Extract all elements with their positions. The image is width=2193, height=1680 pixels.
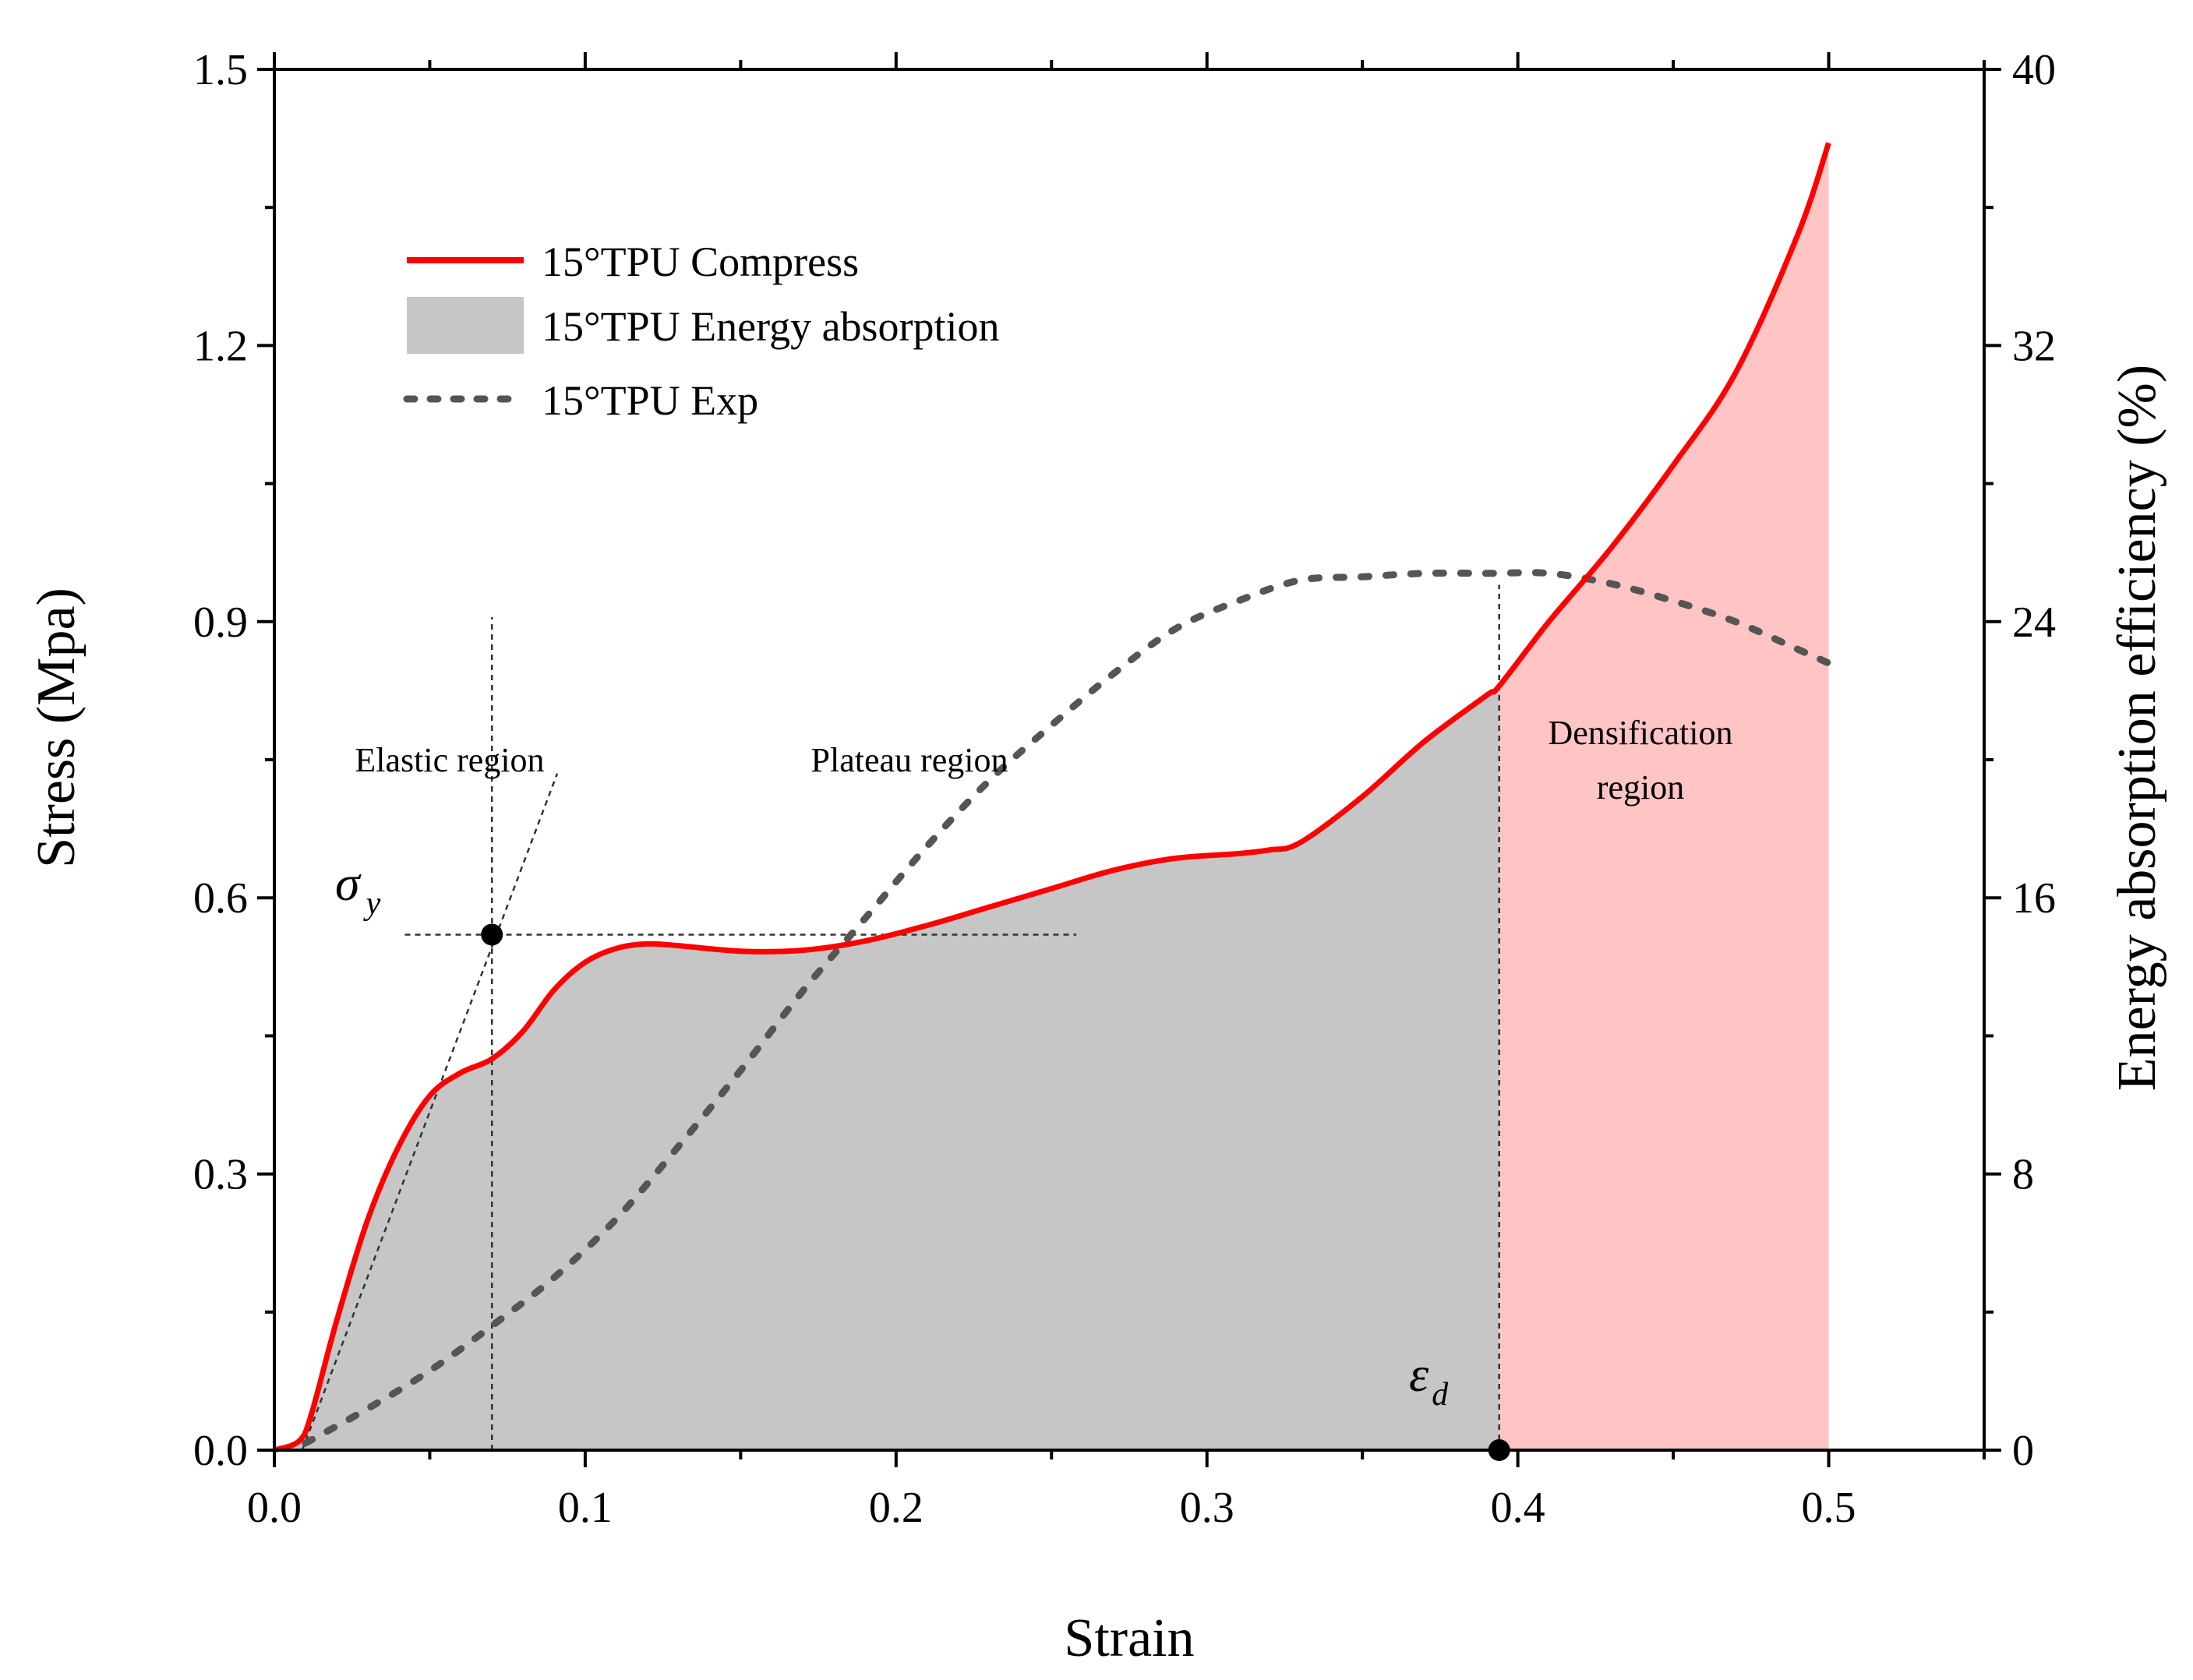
legend-label-energy: 15°TPU Energy absorption bbox=[542, 303, 1000, 350]
legend: 15°TPU Compress 15°TPU Energy absorption… bbox=[403, 238, 1000, 424]
yield-point-marker bbox=[481, 923, 503, 946]
y2-tick-label: 32 bbox=[2012, 322, 2056, 370]
y-tick-label: 1.2 bbox=[193, 322, 248, 370]
plateau-region-label: Plateau region bbox=[811, 741, 1008, 779]
y2-tick-label: 0 bbox=[2012, 1427, 2034, 1475]
densification-region-label-line2: region bbox=[1597, 768, 1684, 806]
y-tick-label: 0.9 bbox=[193, 598, 248, 647]
densification-area bbox=[1499, 143, 1829, 1450]
epsilon-subscript: d bbox=[1432, 1377, 1449, 1413]
densification-region-label-line1: Densification bbox=[1548, 714, 1732, 752]
y-axis-title: Stress (Mpa) bbox=[26, 588, 87, 868]
compress-series-line bbox=[273, 142, 1831, 1453]
sigma-glyph: σ bbox=[335, 856, 362, 911]
y2-tick-label: 8 bbox=[2012, 1151, 2034, 1199]
y-tick-label: 0.0 bbox=[193, 1427, 248, 1475]
y2-tick-label: 40 bbox=[2012, 46, 2056, 94]
y-tick-label: 0.3 bbox=[193, 1151, 248, 1199]
x-tick-label: 0.2 bbox=[869, 1484, 923, 1532]
densification-strain-symbol: εd bbox=[1409, 1346, 1449, 1413]
y2-axis-title: Energy absorption efficiency (%) bbox=[2107, 365, 2167, 1091]
legend-label-compress: 15°TPU Compress bbox=[542, 238, 859, 285]
x-tick-label: 0.4 bbox=[1491, 1484, 1545, 1532]
sigma-subscript: y bbox=[363, 886, 381, 922]
x-tick-label: 0.3 bbox=[1180, 1484, 1234, 1532]
energy-absorption-area bbox=[274, 686, 1499, 1450]
x-tick-label: 0.1 bbox=[558, 1484, 613, 1532]
elastic-region-label: Elastic region bbox=[355, 741, 544, 779]
y2-tick-label: 24 bbox=[2012, 598, 2056, 647]
y2-tick-label: 16 bbox=[2012, 874, 2056, 923]
legend-swatch-energy bbox=[407, 297, 524, 354]
x-axis-title: Strain bbox=[1064, 1608, 1194, 1668]
legend-label-exp: 15°TPU Exp bbox=[542, 377, 758, 424]
y-tick-label: 0.6 bbox=[193, 874, 248, 923]
elastic-slope-guide bbox=[301, 773, 559, 1451]
x-tick-label: 0.0 bbox=[247, 1484, 302, 1532]
epsilon-glyph: ε bbox=[1409, 1346, 1429, 1402]
y-tick-label: 1.5 bbox=[193, 46, 248, 94]
x-tick-label: 0.5 bbox=[1802, 1484, 1856, 1532]
